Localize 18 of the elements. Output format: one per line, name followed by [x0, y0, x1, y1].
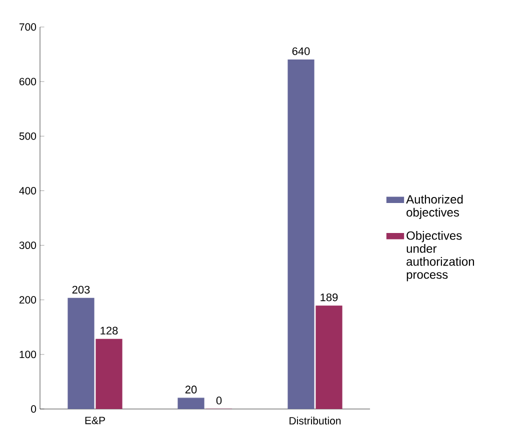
y-tick-label: 400 — [19, 187, 36, 194]
data-label: 640 — [292, 47, 310, 56]
y-tick-label: 600 — [19, 78, 36, 86]
legend-label: Objectives under authorization process — [406, 231, 474, 282]
y-tick-label: 300 — [19, 242, 36, 250]
data-label: 0 — [216, 396, 222, 404]
data-label: 189 — [320, 293, 338, 302]
y-tick-label: 700 — [19, 23, 36, 31]
data-label: 203 — [72, 286, 90, 294]
x-tick-label: E&P — [85, 416, 105, 424]
y-tick-label: 0 — [31, 405, 36, 413]
y-tick-label: 500 — [19, 132, 36, 140]
x-tick-label: Distribution — [290, 416, 341, 425]
data-label: 20 — [185, 386, 197, 394]
y-tick-label: 100 — [20, 350, 36, 358]
y-tick-label: 200 — [19, 296, 36, 304]
data-label: 128 — [100, 326, 118, 335]
legend-label: Authorized objectives — [406, 194, 463, 219]
